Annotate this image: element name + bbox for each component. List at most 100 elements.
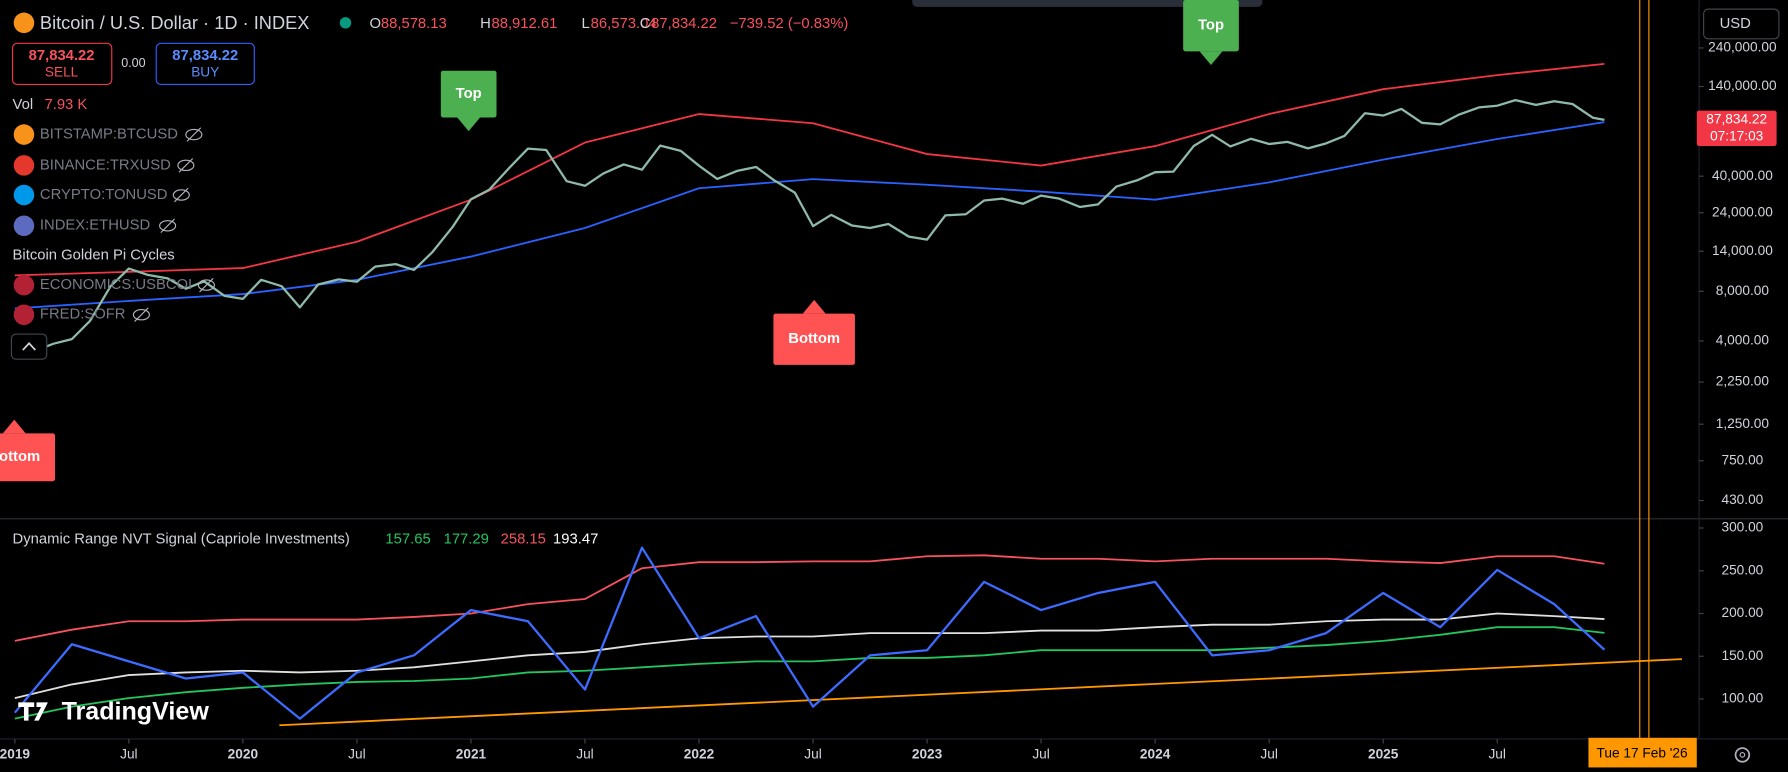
overlay-name[interactable]: BINANCE:TRXUSD <box>40 157 171 173</box>
y-tick-label: 2,250.00 <box>1716 374 1770 389</box>
y-tick-label: 100.00 <box>1721 691 1763 706</box>
overlay-name[interactable]: BITSTAMP:BTCUSD <box>40 126 178 142</box>
x-tick-label: Jul <box>1032 746 1049 761</box>
annotation-arrow <box>1199 51 1223 66</box>
x-tick-label: 2019 <box>0 746 30 761</box>
overlay-icon <box>13 304 35 325</box>
sell-label: SELL <box>45 65 79 80</box>
y-tick-label: 430.00 <box>1721 492 1763 507</box>
hide-icon[interactable] <box>185 127 203 142</box>
annotation: Bottom <box>0 419 55 482</box>
x-tick-label: 2020 <box>228 746 259 761</box>
buy-price: 87,834.22 <box>172 48 238 64</box>
overlay-layer: 87,834.22 07:17:03 TradingView Tue 17 Fe… <box>18 110 1777 768</box>
overlay-name[interactable]: FRED:SOFR <box>40 307 126 323</box>
overlay-icon <box>13 215 35 237</box>
y-tick-label: 14,000.00 <box>1712 243 1773 258</box>
x-tick-label: 2021 <box>456 746 487 761</box>
x-tick-label: 2025 <box>1368 746 1399 761</box>
hide-icon[interactable] <box>132 307 150 322</box>
price-tag-countdown: 07:17:03 <box>1710 128 1763 143</box>
y-tick-label: 140,000.00 <box>1708 78 1777 93</box>
annotation-text: Top <box>456 86 482 102</box>
y-tick-label: 240,000.00 <box>1708 40 1777 55</box>
ohlc-label: L <box>582 16 590 32</box>
annotation-box <box>440 70 497 118</box>
overlay-icon <box>13 155 35 176</box>
line-series <box>14 62 1605 277</box>
annotation-box <box>0 433 55 482</box>
collapse-button[interactable] <box>10 333 48 360</box>
x-tick-label: 2023 <box>912 746 943 761</box>
top-handle[interactable] <box>912 0 1263 7</box>
y-tick-label: 300.00 <box>1721 520 1763 535</box>
ohlc-label: O <box>369 16 381 32</box>
y-tick-label: 250.00 <box>1721 562 1763 577</box>
y-tick-label: 200.00 <box>1721 605 1763 620</box>
market-status[interactable] <box>339 17 352 29</box>
overlay-icon <box>13 124 35 145</box>
sell-button[interactable] <box>11 42 113 85</box>
line-series <box>14 121 1605 310</box>
annotation: Bottom <box>773 299 855 365</box>
volume-value: 7.93 K <box>44 97 87 113</box>
x-tick-label: Jul <box>348 746 365 761</box>
overlay-icon <box>13 274 35 296</box>
overlay-name[interactable]: ECONOMICS:USBCOI <box>40 277 192 293</box>
x-tick-label: 2022 <box>684 746 715 761</box>
overlay-name[interactable]: CRYPTO:TONUSD <box>40 187 168 203</box>
ohlc-value: 87,834.22 <box>651 16 717 32</box>
buy-button[interactable] <box>155 42 255 85</box>
ohlc-label: H <box>480 16 491 32</box>
ohlc-value: 88,912.61 <box>491 16 557 32</box>
y-tick-label: 150.00 <box>1721 648 1763 663</box>
overlay-name[interactable]: INDEX:ETHUSD <box>40 218 150 234</box>
indicator-value: 177.29 <box>444 531 489 547</box>
y-tick-label: 40,000.00 <box>1712 168 1773 183</box>
cursor-date: Tue 17 Feb '26 <box>1597 745 1688 760</box>
indicator-name[interactable]: Bitcoin Golden Pi Cycles <box>13 247 175 263</box>
sell-price: 87,834.22 <box>29 48 95 64</box>
indicator-value: 193.47 <box>553 531 598 547</box>
x-tick-label: Jul <box>1260 746 1277 761</box>
hide-icon[interactable] <box>177 158 195 173</box>
settings-button[interactable] <box>1734 747 1751 763</box>
y-tick-label: 4,000.00 <box>1716 333 1770 348</box>
price-tag <box>1696 110 1777 146</box>
currency[interactable]: USD <box>1720 16 1751 32</box>
indicator-title[interactable]: Dynamic Range NVT Signal (Capriole Inves… <box>13 531 350 547</box>
volume-label: Vol <box>13 97 34 113</box>
x-tick-label: Jul <box>120 746 137 761</box>
ohlc-value: 86,573.04 <box>591 16 657 32</box>
x-tick-label: Jul <box>1488 746 1505 761</box>
annotation-box <box>773 313 855 365</box>
y-tick-label: 24,000.00 <box>1712 204 1773 219</box>
hide-icon[interactable] <box>197 277 215 293</box>
price-tag-value: 87,834.22 <box>1706 111 1767 126</box>
symbol-name[interactable]: Bitcoin / U.S. Dollar · 1D · INDEX <box>40 12 310 33</box>
annotation-arrow <box>2 419 26 434</box>
annotation-arrow <box>802 299 826 314</box>
collapse-icon <box>22 341 36 351</box>
ohlc-label: C <box>640 16 651 32</box>
logo-mark <box>18 702 48 721</box>
logo-text[interactable]: TradingView <box>62 697 210 725</box>
line-series <box>279 658 1682 727</box>
x-tick-label: 2024 <box>1140 746 1171 761</box>
indicator-value: 157.65 <box>385 531 430 547</box>
annotation-box <box>1183 0 1239 52</box>
hide-icon[interactable] <box>172 187 190 203</box>
ohlc-value: 88,578.13 <box>381 16 447 32</box>
indicator-value: 258.15 <box>501 531 546 547</box>
annotation-arrow <box>457 117 481 132</box>
hide-icon[interactable] <box>159 218 177 234</box>
line-series <box>14 554 1605 642</box>
annotation-text: Bottom <box>0 449 40 465</box>
overlay-icon <box>13 184 35 206</box>
line-series <box>13 546 1606 720</box>
annotation-text: Top <box>1198 18 1224 34</box>
currency-button[interactable] <box>1703 8 1780 40</box>
